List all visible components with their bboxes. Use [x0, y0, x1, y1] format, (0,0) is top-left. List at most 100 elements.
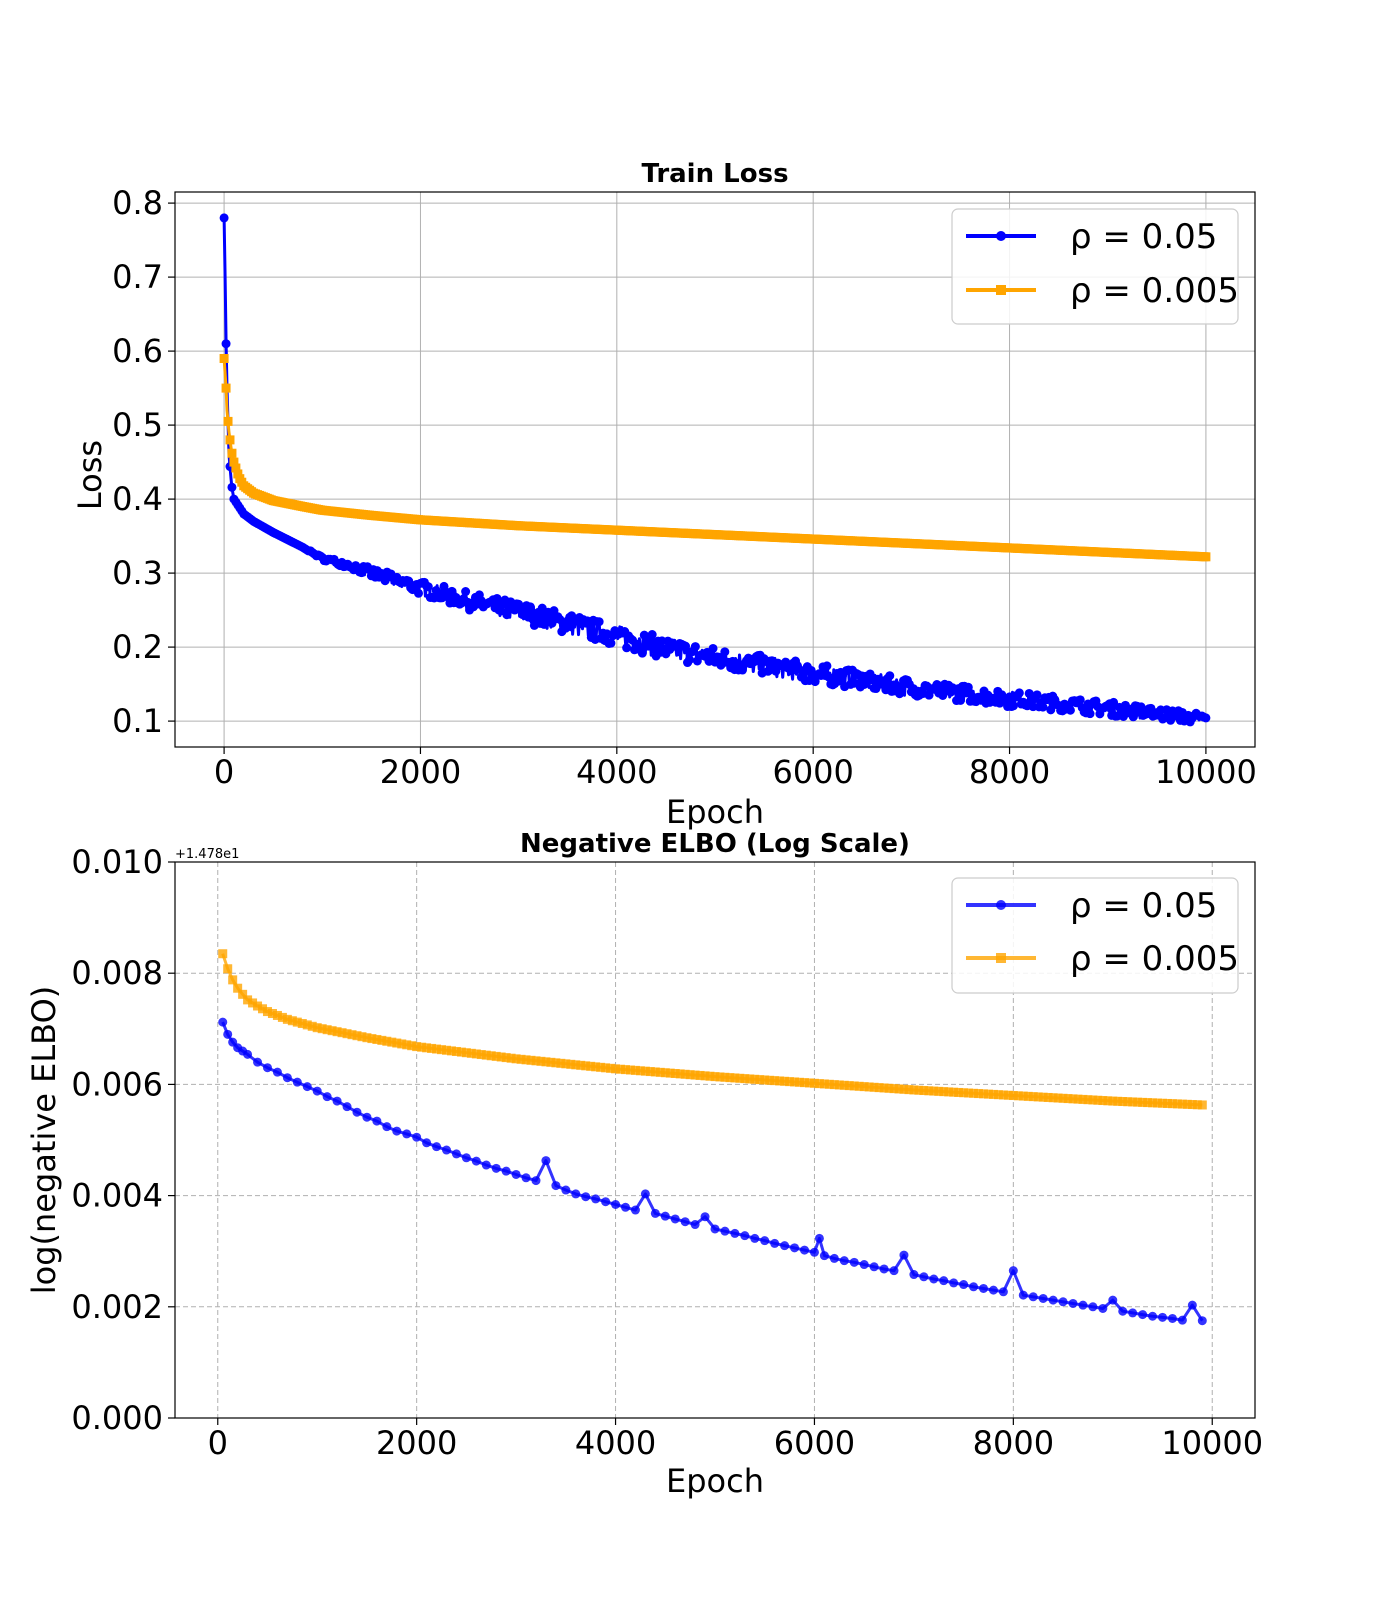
elbo-series-rho-0.005-point — [481, 1050, 491, 1060]
train-loss-series-rho-0.05-point — [690, 642, 700, 652]
elbo-series-rho-0.005-point — [765, 1075, 775, 1085]
elbo-series-rho-0.05-point — [720, 1226, 730, 1236]
elbo-series-rho-0.05-point — [531, 1176, 541, 1186]
elbo-series-rho-0.005-point — [625, 1065, 635, 1075]
elbo-series-rho-0.05-point — [1187, 1300, 1197, 1310]
elbo-series-rho-0.005-point — [904, 1085, 914, 1095]
elbo-series-rho-0.005-point — [924, 1086, 934, 1096]
elbo-series-rho-0.05-point — [1088, 1302, 1098, 1312]
elbo-series-rho-0.05-point — [372, 1116, 382, 1126]
elbo-series-rho-0.005-point — [775, 1076, 785, 1086]
elbo-series-rho-0.005-point — [859, 1082, 869, 1092]
elbo-ylabel: log(negative ELBO) — [25, 986, 63, 1295]
elbo-series-rho-0.005-point — [451, 1046, 461, 1056]
train-loss-series-rho-0.05-point — [594, 617, 604, 627]
elbo-xtick-label: 2000 — [376, 1424, 457, 1462]
elbo-series-rho-0.05-point — [571, 1189, 581, 1199]
elbo-series-rho-0.05-point — [809, 1247, 819, 1257]
train-loss-title: Train Loss — [641, 159, 788, 189]
train-loss-series-rho-0.05-point — [637, 648, 647, 658]
elbo-series-rho-0.05-point — [322, 1092, 332, 1102]
elbo-series-rho-0.005-point — [834, 1080, 844, 1090]
elbo-series-rho-0.005-point — [800, 1078, 810, 1088]
elbo-series-rho-0.005-point — [1073, 1094, 1083, 1104]
elbo-series-rho-0.005-point — [715, 1072, 725, 1082]
elbo-series-rho-0.005-point — [238, 989, 248, 999]
train-loss-series-rho-0.005-point — [219, 354, 229, 363]
elbo-series-rho-0.05-point — [412, 1132, 422, 1142]
elbo-series-rho-0.005-point — [611, 1064, 621, 1074]
train-loss-xtick-label: 0 — [214, 753, 234, 791]
elbo-series-rho-0.05-point — [700, 1212, 710, 1222]
elbo-series-rho-0.005-point — [392, 1038, 402, 1048]
elbo-series-rho-0.05-point — [1167, 1313, 1177, 1323]
elbo-series-rho-0.05-point — [1128, 1308, 1138, 1318]
elbo-series-rho-0.05-point — [620, 1202, 630, 1212]
elbo-series-rho-0.005-point — [824, 1079, 834, 1089]
train-loss-series-rho-0.05-point — [502, 610, 512, 620]
elbo-series-rho-0.005-point — [1098, 1096, 1108, 1106]
elbo-series-rho-0.05-point — [451, 1149, 461, 1159]
elbo-series-rho-0.05-point — [1177, 1315, 1187, 1325]
elbo-series-rho-0.005-point — [780, 1076, 790, 1086]
elbo-series-rho-0.05-point — [282, 1073, 292, 1083]
elbo-series-rho-0.005-point — [1148, 1098, 1158, 1108]
elbo-series-rho-0.05-point — [1078, 1300, 1088, 1310]
elbo-series-rho-0.05-point — [1108, 1295, 1118, 1305]
elbo-series-rho-0.05-point — [770, 1238, 780, 1248]
elbo-series-rho-0.005-point — [988, 1089, 998, 1099]
elbo-series-rho-0.05-point — [959, 1280, 969, 1290]
elbo-series-rho-0.05-point — [461, 1153, 471, 1163]
elbo-series-rho-0.005-point — [839, 1080, 849, 1090]
elbo-series-rho-0.005-point — [874, 1083, 884, 1093]
train-loss-series-rho-0.05-point — [720, 647, 730, 657]
elbo-series-rho-0.05-point — [859, 1260, 869, 1270]
elbo-series-rho-0.05-point — [422, 1138, 432, 1148]
elbo-series-rho-0.05-point — [362, 1112, 372, 1122]
elbo-series-rho-0.005-point — [486, 1051, 496, 1061]
elbo-series-rho-0.005-point — [496, 1052, 506, 1062]
elbo-series-rho-0.05-point — [218, 1017, 228, 1027]
train-loss-series-rho-0.05-point — [539, 619, 549, 629]
elbo-series-rho-0.05-point — [730, 1228, 740, 1238]
elbo-series-rho-0.05-point — [869, 1262, 879, 1272]
elbo-series-rho-0.005-point — [899, 1084, 909, 1094]
elbo-series-rho-0.005-point — [253, 1001, 263, 1011]
elbo-series-rho-0.005-point — [571, 1060, 581, 1070]
train-loss-xtick-label: 2000 — [380, 753, 461, 791]
train-loss-series-rho-0.05-point — [227, 482, 237, 492]
train-loss-series-rho-0.05-point — [622, 643, 632, 653]
elbo-series-rho-0.05-point — [1028, 1292, 1038, 1302]
elbo-ytick-label: 0.010 — [71, 843, 163, 881]
elbo-series-rho-0.005-point — [869, 1082, 879, 1092]
elbo-series-rho-0.005-point — [909, 1085, 919, 1095]
train-loss-xtick-label: 4000 — [576, 753, 657, 791]
train-loss-series-rho-0.05-point — [423, 582, 433, 592]
train-loss-series-rho-0.05-point — [708, 643, 718, 653]
train-loss-ytick-label: 0.6 — [112, 332, 163, 370]
elbo-xtick-label: 10000 — [1161, 1424, 1263, 1462]
elbo-series-rho-0.005-point — [1162, 1098, 1172, 1108]
elbo-series-rho-0.005-point — [1048, 1093, 1058, 1103]
elbo-xtick-label: 4000 — [575, 1424, 656, 1462]
train-loss-ylabel: Loss — [71, 440, 109, 510]
elbo-series-rho-0.005-point — [471, 1049, 481, 1059]
train-loss-frame — [174, 191, 1256, 748]
train-loss-ytick-label: 0.4 — [112, 480, 163, 518]
elbo-series-rho-0.005-point — [959, 1088, 969, 1098]
elbo-series-rho-0.005-point — [650, 1067, 660, 1077]
elbo-ticks: 0 2000 4000 6000 8000 10000 0.000 0.002 0.004 0.0… — [71, 843, 1263, 1462]
train-loss-series-rho-0.05-point — [647, 630, 657, 640]
elbo-offset-text: +1.478e1 — [175, 847, 239, 862]
elbo-series-rho-0.05-point — [541, 1156, 551, 1166]
elbo-xtick-label: 6000 — [774, 1424, 855, 1462]
elbo-series-rho-0.05-point — [839, 1256, 849, 1266]
train-loss-series-rho-0.05-point — [885, 671, 895, 681]
elbo-series-rho-0.005-point — [422, 1043, 432, 1053]
elbo-series-rho-0.005-point — [362, 1033, 372, 1043]
elbo-series-rho-0.005-point — [1083, 1095, 1093, 1105]
train-loss-series-rho-0.05-point — [1128, 712, 1138, 722]
elbo-series-rho-0.005-point — [630, 1065, 640, 1075]
elbo-series-rho-0.005-point — [382, 1036, 392, 1046]
train-loss-series-rho-0.005-point — [233, 469, 243, 479]
